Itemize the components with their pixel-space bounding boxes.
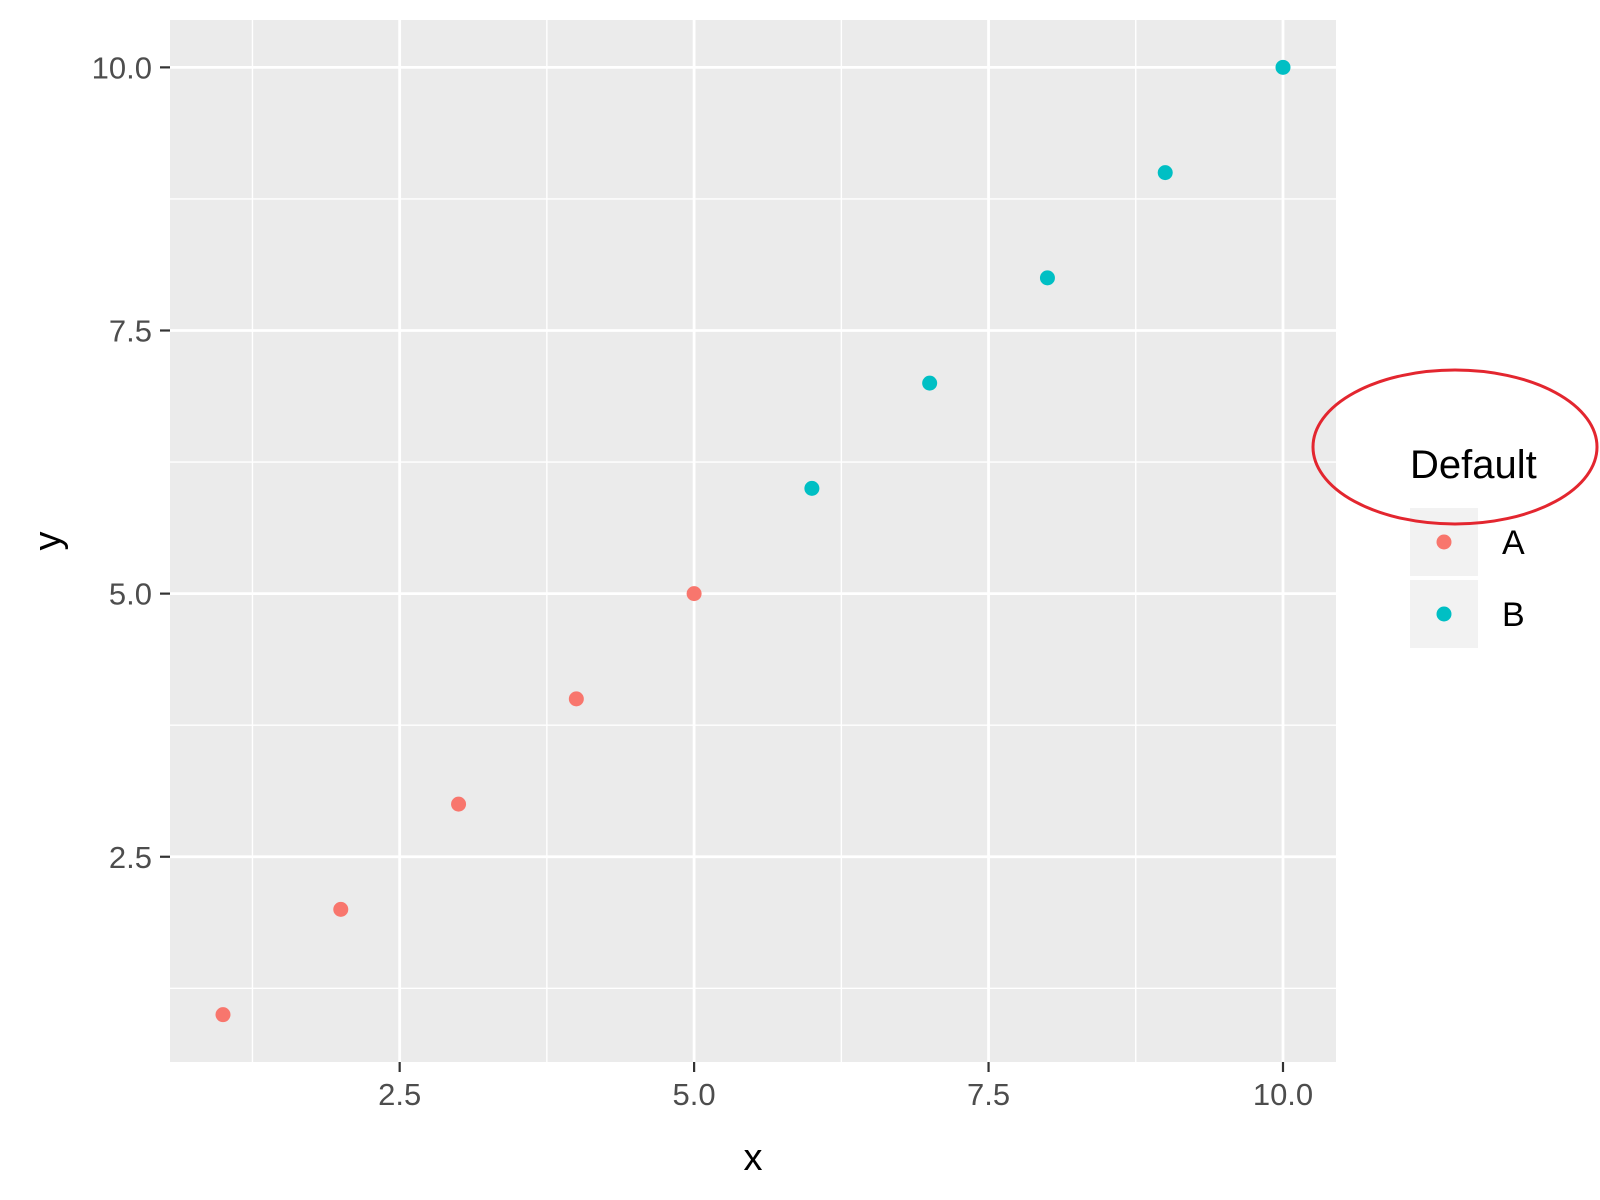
major-gridlines: [170, 20, 1336, 1062]
data-point-B: [1275, 59, 1291, 75]
legend-swatch-A: [1436, 534, 1452, 550]
y-tick-label: 2.5: [109, 840, 152, 875]
legend-label-A: A: [1502, 524, 1525, 562]
legend: Default AB: [1410, 443, 1537, 648]
data-point-A: [215, 1007, 231, 1023]
highlight-ellipse: [1311, 368, 1599, 526]
data-point-A: [568, 691, 584, 707]
x-tick-label: 10.0: [1253, 1077, 1313, 1112]
x-tick-label: 2.5: [378, 1077, 421, 1112]
legend-label-B: B: [1502, 596, 1525, 634]
y-axis-title: y: [27, 532, 69, 551]
data-point-A: [333, 901, 349, 917]
y-tick-label: 7.5: [109, 313, 152, 348]
legend-swatch-B: [1436, 606, 1452, 622]
data-point-B: [1157, 165, 1173, 181]
data-point-A: [686, 586, 702, 602]
minor-gridlines: [170, 20, 1336, 1062]
data-points: [215, 59, 1291, 1023]
y-axis: 2.5 5.0 7.5 10.0: [92, 50, 170, 875]
data-point-A: [451, 796, 467, 812]
x-axis-title: x: [744, 1137, 763, 1179]
legend-title: Default: [1410, 443, 1537, 487]
x-tick-label: 7.5: [967, 1077, 1010, 1112]
y-tick-label: 5.0: [109, 577, 152, 612]
data-point-B: [804, 480, 820, 496]
y-tick-label: 10.0: [92, 50, 152, 85]
x-axis: 2.5 5.0 7.5 10.0: [378, 1062, 1313, 1112]
plot-panel: [170, 20, 1336, 1062]
data-point-B: [1039, 270, 1055, 286]
x-tick-label: 5.0: [673, 1077, 716, 1112]
data-point-B: [922, 375, 938, 391]
